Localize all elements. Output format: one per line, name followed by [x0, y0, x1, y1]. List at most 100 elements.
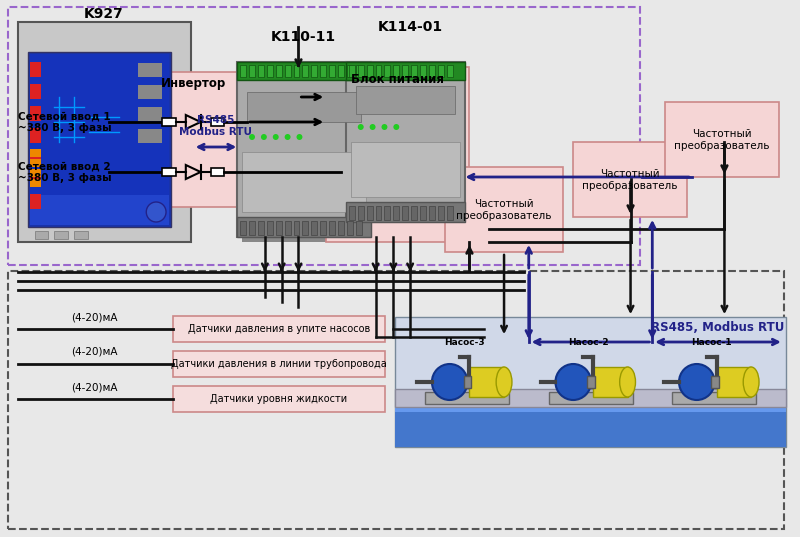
Text: Частотный
преобразователь: Частотный преобразователь — [456, 199, 552, 221]
Bar — [338, 221, 344, 235]
Bar — [311, 65, 318, 77]
Bar — [349, 65, 355, 77]
Bar — [28, 52, 171, 227]
Bar — [148, 63, 157, 77]
Circle shape — [555, 364, 591, 400]
Bar — [302, 65, 308, 77]
Bar — [349, 206, 355, 220]
Bar — [30, 169, 41, 177]
Ellipse shape — [620, 367, 635, 397]
Bar — [366, 65, 373, 77]
Bar — [249, 65, 255, 77]
Bar — [30, 172, 41, 187]
Text: (4-20)мА: (4-20)мА — [70, 382, 117, 392]
Bar — [242, 152, 366, 212]
Bar — [351, 67, 470, 227]
Circle shape — [370, 124, 375, 130]
Bar — [429, 65, 435, 77]
Bar — [574, 142, 687, 217]
Bar — [30, 149, 41, 157]
Bar — [138, 129, 147, 143]
Bar — [30, 54, 169, 225]
Bar — [285, 65, 290, 77]
Bar — [237, 217, 370, 237]
Bar — [240, 65, 246, 77]
Bar — [394, 206, 399, 220]
Bar — [445, 167, 563, 252]
Bar — [320, 221, 326, 235]
Bar — [173, 351, 386, 377]
Bar — [346, 62, 465, 80]
Bar — [347, 65, 353, 77]
Circle shape — [297, 134, 302, 140]
Bar — [240, 221, 246, 235]
Bar — [148, 85, 157, 99]
Ellipse shape — [496, 367, 512, 397]
Bar — [258, 221, 264, 235]
Text: Частотный
преобразователь: Частотный преобразователь — [674, 129, 770, 151]
Bar — [375, 65, 382, 77]
Bar — [153, 63, 162, 77]
Bar — [138, 85, 147, 99]
Bar — [438, 65, 444, 77]
Bar — [267, 65, 273, 77]
Bar — [356, 86, 454, 114]
Text: Частотный
преобразователь: Частотный преобразователь — [582, 169, 678, 191]
Bar — [346, 62, 465, 222]
Bar — [18, 22, 190, 242]
Bar — [320, 65, 326, 77]
Bar — [143, 63, 152, 77]
Bar — [30, 195, 169, 225]
Bar — [162, 118, 176, 126]
Bar — [395, 317, 786, 447]
Bar — [326, 67, 470, 242]
Bar — [402, 206, 408, 220]
Text: Сетевой ввод 2
~380 В, 3 фазы: Сетевой ввод 2 ~380 В, 3 фазы — [18, 161, 111, 183]
Bar — [394, 65, 399, 77]
Bar — [153, 107, 162, 121]
Circle shape — [679, 364, 714, 400]
Bar — [30, 106, 41, 121]
Bar — [356, 65, 362, 77]
Bar — [358, 65, 364, 77]
Bar — [210, 118, 224, 126]
Bar — [366, 206, 373, 220]
Bar — [463, 376, 471, 388]
Circle shape — [432, 364, 467, 400]
Bar — [148, 129, 157, 143]
Text: Насос-1: Насос-1 — [691, 338, 732, 347]
Bar — [30, 150, 41, 165]
Bar — [237, 62, 370, 80]
Text: (4-20)мА: (4-20)мА — [70, 347, 117, 357]
Bar — [346, 202, 465, 222]
Text: Насос-2: Насос-2 — [568, 338, 608, 347]
Ellipse shape — [743, 367, 759, 397]
Text: Инвертор: Инвертор — [161, 77, 226, 90]
Bar — [267, 221, 273, 235]
Bar — [138, 107, 147, 121]
Bar — [54, 231, 68, 239]
Text: Насос-3: Насос-3 — [444, 338, 485, 347]
Bar — [74, 231, 88, 239]
Text: Датчики давления в упите насосов: Датчики давления в упите насосов — [187, 324, 370, 334]
Bar — [717, 367, 751, 397]
Bar — [665, 102, 779, 177]
Circle shape — [249, 134, 255, 140]
Bar — [420, 206, 426, 220]
Bar — [446, 65, 453, 77]
Text: K114-01: K114-01 — [378, 20, 442, 34]
Bar — [311, 221, 318, 235]
Text: RS485
Modbus RTU: RS485 Modbus RTU — [179, 115, 252, 137]
Bar — [672, 392, 756, 404]
Bar — [302, 221, 308, 235]
Bar — [385, 65, 390, 77]
Bar — [143, 129, 152, 143]
Circle shape — [261, 134, 267, 140]
Bar — [429, 206, 435, 220]
Bar — [153, 85, 162, 99]
Circle shape — [285, 134, 290, 140]
Circle shape — [358, 124, 364, 130]
Bar — [153, 72, 341, 207]
Text: RS485, Modbus RTU: RS485, Modbus RTU — [651, 321, 784, 334]
Bar — [173, 316, 386, 342]
